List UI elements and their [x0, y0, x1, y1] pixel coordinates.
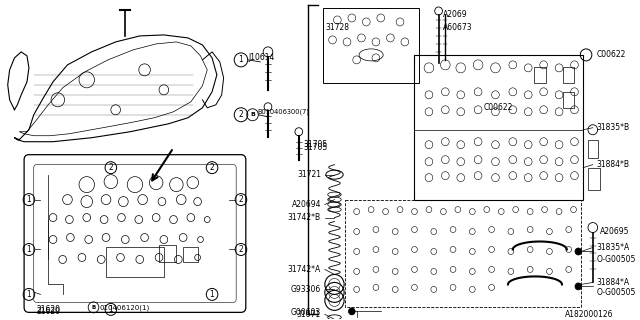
Text: 2: 2 [210, 163, 214, 172]
Circle shape [575, 248, 582, 255]
Text: 1: 1 [108, 305, 113, 314]
Text: 1: 1 [210, 290, 214, 299]
Text: A2069: A2069 [444, 11, 468, 20]
Text: 1: 1 [239, 55, 243, 64]
Bar [323, 8, 419, 83]
Bar [534, 67, 545, 83]
Text: G93306: G93306 [291, 285, 321, 294]
Circle shape [575, 283, 582, 290]
Bar [563, 92, 575, 108]
Text: 31671: 31671 [297, 310, 321, 319]
Text: A20694: A20694 [291, 200, 321, 209]
Bar [415, 55, 583, 200]
Text: 31835*B: 31835*B [596, 123, 630, 132]
Text: B: B [92, 305, 95, 310]
Text: 2: 2 [239, 245, 243, 254]
Text: 2: 2 [108, 163, 113, 172]
Text: 2: 2 [239, 110, 243, 119]
Text: 31884*B: 31884*B [596, 160, 630, 169]
Text: 21620: 21620 [36, 305, 61, 314]
Text: 21620: 21620 [36, 307, 61, 316]
Text: 31884*A: 31884*A [596, 278, 630, 287]
Text: J10614: J10614 [249, 53, 275, 62]
Text: 1: 1 [26, 195, 31, 204]
Text: O-G00505: O-G00505 [596, 288, 636, 297]
Bar [183, 247, 198, 262]
Circle shape [348, 308, 355, 315]
Text: 1: 1 [26, 245, 31, 254]
Text: 31705: 31705 [303, 143, 328, 152]
Text: 31742*B: 31742*B [288, 213, 321, 222]
Text: 31835*A: 31835*A [596, 243, 630, 252]
Text: 010406120(1): 010406120(1) [99, 304, 150, 311]
Text: 31742*A: 31742*A [288, 265, 321, 274]
Bar [563, 67, 575, 83]
Text: A182000126: A182000126 [564, 310, 613, 319]
Text: G00603: G00603 [291, 308, 321, 317]
Text: 31728: 31728 [326, 23, 350, 32]
Text: B: B [250, 112, 255, 117]
Bar [159, 244, 177, 262]
Text: B010406300(7): B010406300(7) [257, 108, 309, 115]
Bar [345, 200, 581, 308]
Text: C00622: C00622 [596, 50, 626, 60]
Text: A60673: A60673 [444, 23, 473, 32]
Text: C00622: C00622 [484, 103, 513, 112]
Text: 2: 2 [239, 195, 243, 204]
Bar [106, 247, 164, 277]
Bar [588, 168, 600, 190]
Text: 31705: 31705 [303, 140, 328, 149]
Text: O-G00505: O-G00505 [596, 255, 636, 264]
Text: A20695: A20695 [600, 227, 629, 236]
Bar [588, 140, 598, 158]
Text: 1: 1 [26, 290, 31, 299]
Text: 31721: 31721 [297, 170, 321, 179]
